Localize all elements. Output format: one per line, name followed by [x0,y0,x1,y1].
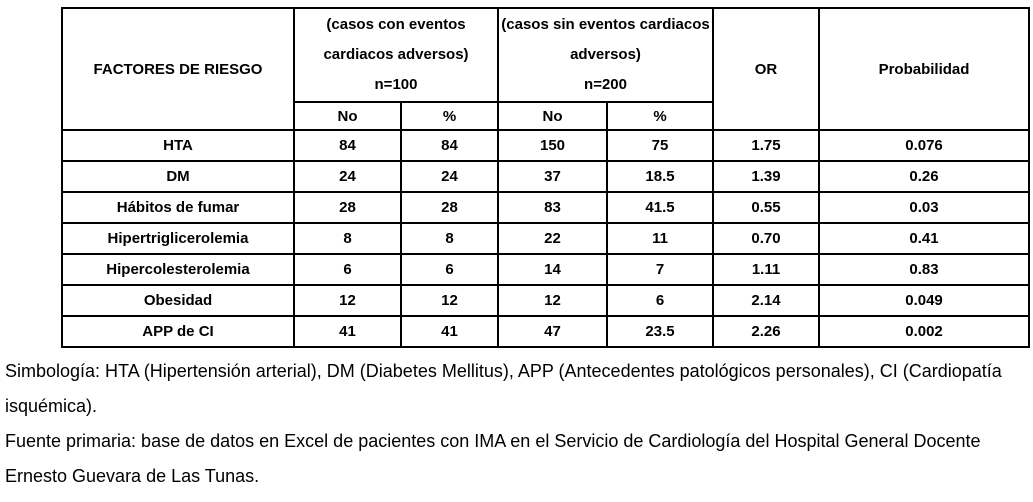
subheader-no-con: No [293,101,402,131]
subheader-pct-sin: % [605,101,715,131]
table-row: APP de CI 41 41 47 23.5 2.26 0.002 [61,315,1031,348]
value-cell: 14 [497,253,608,286]
or-cell: 2.14 [712,284,821,317]
table-footnotes: Simbología: HTA (Hipertensión arterial),… [5,354,1028,494]
symbology-note: Simbología: HTA (Hipertensión arterial),… [5,361,1002,416]
value-cell: 8 [293,222,402,255]
prob-cell: 0.002 [818,315,1031,348]
table-row: Obesidad 12 12 12 6 2.14 0.049 [61,284,1031,317]
value-cell: 150 [497,129,608,162]
value-cell: 6 [605,284,715,317]
prob-cell: 0.41 [818,222,1031,255]
table-row: Hipertriglicerolemia 8 8 22 11 0.70 0.41 [61,222,1031,255]
group-n: n=200 [584,76,627,93]
column-group-sin-eventos: (casos sin eventos cardiacos adversos) n… [496,7,715,103]
or-cell: 0.70 [712,222,821,255]
factor-name-cell: APP de CI [61,315,295,348]
value-cell: 11 [605,222,715,255]
value-cell: 84 [400,129,499,162]
column-header-probabilidad: Probabilidad [818,7,1031,131]
source-note: Fuente primaria: base de datos en Excel … [5,431,981,486]
or-cell: 1.11 [712,253,821,286]
or-cell: 1.75 [712,129,821,162]
column-header-or: OR [712,7,821,131]
value-cell: 8 [400,222,499,255]
or-cell: 1.39 [712,160,821,193]
factor-name-cell: Obesidad [61,284,295,317]
risk-factors-table: FACTORES DE RIESGO (casos con eventos ca… [61,7,1031,348]
or-cell: 2.26 [712,315,821,348]
value-cell: 41 [293,315,402,348]
value-cell: 28 [400,191,499,224]
table-row: Hipercolesterolemia 6 6 14 7 1.11 0.83 [61,253,1031,286]
factor-name-cell: Hipercolesterolemia [61,253,295,286]
header-row-main: FACTORES DE RIESGO (casos con eventos ca… [61,7,1031,131]
column-header-factores: FACTORES DE RIESGO [61,7,295,131]
prob-cell: 0.83 [818,253,1031,286]
value-cell: 41.5 [605,191,715,224]
value-cell: 12 [497,284,608,317]
header-row-sub: No % No % [62,101,1029,131]
column-group-con-eventos: (casos con eventos cardiacos adversos) n… [293,7,499,103]
factor-name-cell: Hipertriglicerolemia [61,222,295,255]
value-cell: 7 [605,253,715,286]
subheader-pct-con: % [400,101,499,131]
group-label: (casos con eventos cardiacos adversos) [323,16,469,63]
value-cell: 23.5 [605,315,715,348]
prob-cell: 0.049 [818,284,1031,317]
value-cell: 24 [293,160,402,193]
value-cell: 47 [497,315,608,348]
factor-name-cell: HTA [61,129,295,162]
value-cell: 12 [293,284,402,317]
table-row: DM 24 24 37 18.5 1.39 0.26 [61,160,1031,193]
value-cell: 41 [400,315,499,348]
prob-cell: 0.03 [818,191,1031,224]
value-cell: 12 [400,284,499,317]
prob-cell: 0.26 [818,160,1031,193]
subheader-no-sin: No [497,101,608,131]
value-cell: 22 [497,222,608,255]
value-cell: 28 [293,191,402,224]
group-n: n=100 [374,76,418,93]
factor-name-cell: DM [61,160,295,193]
factor-name-cell: Hábitos de fumar [61,191,295,224]
value-cell: 37 [497,160,608,193]
value-cell: 83 [497,191,608,224]
group-label: (casos sin eventos cardiacos adversos) [501,16,710,63]
table-row: HTA 84 84 150 75 1.75 0.076 [61,129,1031,162]
value-cell: 6 [293,253,402,286]
table-row: Hábitos de fumar 28 28 83 41.5 0.55 0.03 [61,191,1031,224]
value-cell: 75 [605,129,715,162]
prob-cell: 0.076 [818,129,1031,162]
value-cell: 84 [293,129,402,162]
or-cell: 0.55 [712,191,821,224]
value-cell: 24 [400,160,499,193]
document-page: FACTORES DE RIESGO (casos con eventos ca… [0,7,1033,502]
value-cell: 6 [400,253,499,286]
value-cell: 18.5 [605,160,715,193]
